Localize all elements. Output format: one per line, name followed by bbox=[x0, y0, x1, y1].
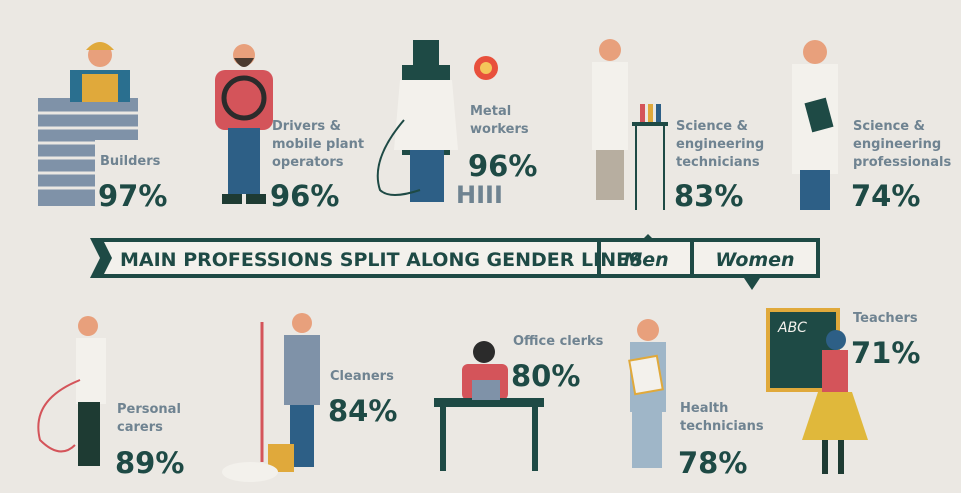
profession-share: 96% bbox=[270, 179, 339, 213]
profession-label: Science & bbox=[853, 119, 925, 134]
profession-label: mobile plant bbox=[272, 137, 364, 152]
profession-label: Cleaners bbox=[330, 369, 394, 384]
profession-share: 89% bbox=[115, 446, 184, 480]
profession-label: Science & bbox=[676, 119, 748, 134]
profession-share: 96% bbox=[468, 149, 537, 183]
profession-share: 74% bbox=[851, 179, 920, 213]
svg-text:HIII: HIII bbox=[456, 181, 503, 209]
infographic: HIII MAIN PROFESSIONS SPLIT ALONG GENDER… bbox=[0, 0, 961, 493]
profession-label: Office clerks bbox=[513, 334, 604, 349]
profession-label: Personal bbox=[117, 402, 181, 417]
profession-share: 78% bbox=[678, 446, 747, 480]
profession-label: operators bbox=[272, 155, 344, 170]
women-label: Women bbox=[715, 249, 794, 271]
profession-share: 84% bbox=[328, 394, 397, 428]
profession-label: engineering bbox=[853, 137, 941, 152]
profession-label: Teachers bbox=[853, 311, 918, 326]
profession-label: workers bbox=[470, 122, 529, 137]
profession-label: engineering bbox=[676, 137, 764, 152]
profession-label: Metal bbox=[470, 104, 511, 119]
profession-share: 83% bbox=[674, 179, 743, 213]
profession-label: technicians bbox=[676, 155, 760, 170]
page: HIII MAIN PROFESSIONS SPLIT ALONG GENDER… bbox=[0, 0, 961, 493]
profession-label: technicians bbox=[680, 419, 764, 434]
profession-label: professionals bbox=[853, 155, 951, 170]
men-label: Men bbox=[623, 249, 668, 271]
profession-label: Health bbox=[680, 401, 728, 416]
profession-label: Builders bbox=[100, 154, 161, 169]
svg-text:ABC: ABC bbox=[777, 320, 807, 336]
profession-share: 71% bbox=[851, 336, 920, 370]
profession-share: 97% bbox=[98, 179, 167, 213]
profession-label: Drivers & bbox=[272, 119, 341, 134]
banner-title: MAIN PROFESSIONS SPLIT ALONG GENDER LINE… bbox=[120, 249, 643, 271]
profession-label: carers bbox=[117, 420, 163, 435]
profession-share: 80% bbox=[511, 359, 580, 393]
